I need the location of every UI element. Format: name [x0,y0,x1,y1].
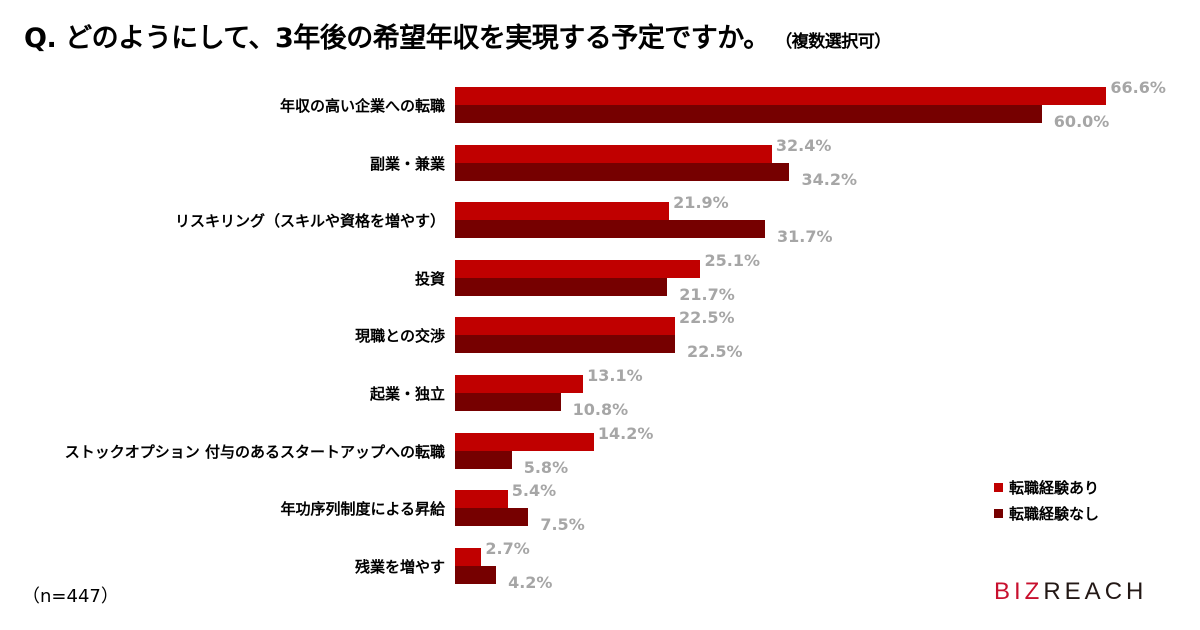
category-label: 副業・兼業 [369,154,445,173]
bar-inexperienced [455,220,766,239]
bar-inexperienced [455,450,512,469]
bar-inexperienced [455,162,790,181]
legend-swatch-icon [994,482,1003,492]
value-label: 60.0% [1053,112,1110,131]
bar-experienced [455,317,676,336]
category-label: ストックオプション 付与のあるスタートアップへの転職 [64,442,445,461]
bar-experienced [455,432,594,451]
value-label: 22.5% [687,342,743,362]
value-label: 32.4% [775,135,832,155]
legend-label: 転職経験なし [1009,504,1100,523]
bar-experienced [455,87,1107,105]
logo-part-reach: REACH [1043,578,1148,605]
value-label: 5.8% [523,457,569,477]
bar-inexperienced [455,508,529,527]
value-label: 22.5% [679,308,735,328]
category-label: 年収の高い企業への転職 [279,97,445,115]
bar-inexperienced [455,105,1042,123]
bizreach-logo: BIZREACH [994,578,1147,606]
category-label: 投資 [414,269,445,288]
value-label: 21.9% [673,193,729,213]
legend: 転職経験あり 転職経験なし [994,474,1099,526]
multiple-choice-note: （複数選択可） [783,32,892,52]
sample-size-note: （n=447） [22,586,119,607]
legend-item-inexperienced: 転職経験なし [994,500,1099,526]
logo-part-biz: BIZ [994,578,1044,605]
bar-experienced [455,202,670,221]
bar-experienced [455,490,508,509]
value-label: 4.2% [508,572,553,592]
bar-experienced [455,547,482,566]
value-label: 21.7% [679,284,735,304]
value-label: 25.1% [704,250,760,270]
value-label: 2.7% [485,538,530,558]
value-label: 10.8% [572,400,629,419]
category-label: 年功序列制度による昇給 [280,500,445,519]
bar-inexperienced [455,565,497,584]
value-label: 14.2% [597,423,654,443]
value-label: 13.1% [587,366,643,385]
value-label: 34.2% [801,169,857,189]
legend-label: 転職経験あり [1009,478,1100,497]
question-text: Q. どのようにして、3年後の希望年収を実現する予定ですか。 [24,23,770,54]
bar-experienced [455,375,584,393]
bar-experienced [455,144,772,163]
value-label: 66.6% [1110,78,1166,97]
chart-title: Q. どのようにして、3年後の希望年収を実現する予定ですか。 （複数選択可） [24,16,891,55]
legend-swatch-icon [994,508,1003,518]
bar-inexperienced [455,335,676,354]
bar-inexperienced [455,393,561,411]
value-label: 31.7% [777,227,833,247]
value-label: 7.5% [540,515,585,535]
category-label: リスキリング（スキルや資格を増やす） [174,212,445,231]
category-label: 起業・独立 [369,385,445,403]
category-label: 残業を増やす [354,557,445,576]
bar-inexperienced [455,277,668,296]
value-label: 5.4% [511,481,557,501]
category-label: 現職との交渉 [355,327,445,346]
legend-item-experienced: 転職経験あり [994,474,1099,500]
bar-experienced [455,259,701,278]
